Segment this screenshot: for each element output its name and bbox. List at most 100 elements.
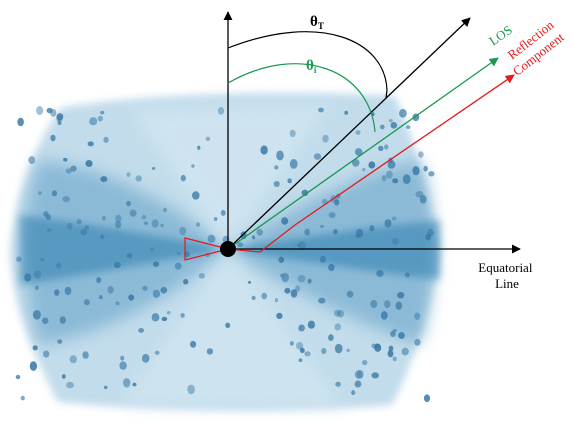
clump <box>289 159 298 169</box>
clump <box>126 172 131 177</box>
clump <box>402 174 411 185</box>
clump <box>205 136 211 141</box>
clump <box>113 261 121 269</box>
clump <box>213 217 218 221</box>
clump <box>103 136 109 143</box>
clump <box>42 317 49 324</box>
clump <box>32 310 41 320</box>
clump <box>299 347 305 353</box>
torus-upper-cone <box>130 105 330 249</box>
clump <box>70 165 77 172</box>
clump <box>390 122 398 129</box>
clump <box>307 320 315 329</box>
clump <box>298 358 303 363</box>
clump <box>57 339 63 344</box>
clump <box>166 310 171 315</box>
clump <box>260 145 268 155</box>
clump <box>115 214 122 223</box>
clump <box>50 108 57 117</box>
clump <box>351 158 360 167</box>
clump <box>295 341 304 350</box>
clump <box>307 278 312 284</box>
clump <box>40 257 45 262</box>
clump <box>152 261 160 268</box>
clump <box>261 292 268 300</box>
clump <box>287 178 292 184</box>
clump <box>419 195 427 204</box>
clump <box>414 338 421 346</box>
clump <box>196 222 201 227</box>
clump <box>187 384 196 395</box>
clump <box>274 165 279 170</box>
clump <box>66 381 74 389</box>
clump <box>406 125 411 129</box>
clump <box>321 348 327 354</box>
clump <box>151 313 160 322</box>
clump <box>34 270 42 279</box>
clump <box>152 289 161 298</box>
clump <box>206 348 214 355</box>
clump <box>388 345 394 352</box>
clump <box>28 156 36 165</box>
clump <box>296 243 300 247</box>
theta-i-label: θi <box>306 58 317 75</box>
clump <box>100 234 105 240</box>
clump <box>388 119 393 123</box>
clump <box>162 207 168 213</box>
clump <box>34 285 39 291</box>
clump <box>418 151 424 158</box>
clump <box>56 115 63 123</box>
clump <box>355 130 361 135</box>
clump <box>370 299 378 309</box>
clump <box>414 312 421 320</box>
clump <box>138 328 145 333</box>
clump <box>43 350 50 358</box>
clump <box>274 298 279 303</box>
clump <box>335 381 341 387</box>
clump <box>371 372 380 379</box>
clump <box>154 350 160 355</box>
clump <box>362 359 368 366</box>
clump <box>29 361 38 371</box>
clump <box>279 273 284 278</box>
clump <box>192 191 200 200</box>
clump <box>386 170 393 179</box>
clump <box>190 340 197 348</box>
clump <box>17 117 24 127</box>
clump <box>375 343 380 349</box>
clump <box>107 286 114 294</box>
clump <box>322 134 329 143</box>
clump <box>392 356 397 362</box>
clump <box>142 285 148 291</box>
clump <box>69 355 77 364</box>
clump <box>100 110 105 115</box>
clump <box>151 167 156 170</box>
clump <box>64 286 72 296</box>
clump <box>129 209 137 217</box>
clump <box>289 129 296 138</box>
clump <box>51 190 58 197</box>
clump <box>141 353 150 363</box>
clump <box>191 164 195 168</box>
clump <box>390 330 396 338</box>
clump <box>82 351 89 359</box>
clump <box>297 275 306 283</box>
clump <box>247 281 252 284</box>
clump <box>176 251 181 255</box>
clump <box>76 219 82 225</box>
clump <box>126 253 133 259</box>
clump <box>351 390 356 396</box>
clump <box>313 153 322 160</box>
clump <box>304 228 310 236</box>
clump <box>62 196 70 203</box>
clump <box>337 310 344 318</box>
clump <box>378 145 384 151</box>
clump <box>346 290 354 298</box>
clump <box>273 181 280 187</box>
clump <box>65 168 72 174</box>
clump <box>399 108 407 118</box>
clump <box>151 219 159 228</box>
clump <box>328 263 335 271</box>
clump <box>281 217 289 225</box>
clump <box>298 241 306 251</box>
